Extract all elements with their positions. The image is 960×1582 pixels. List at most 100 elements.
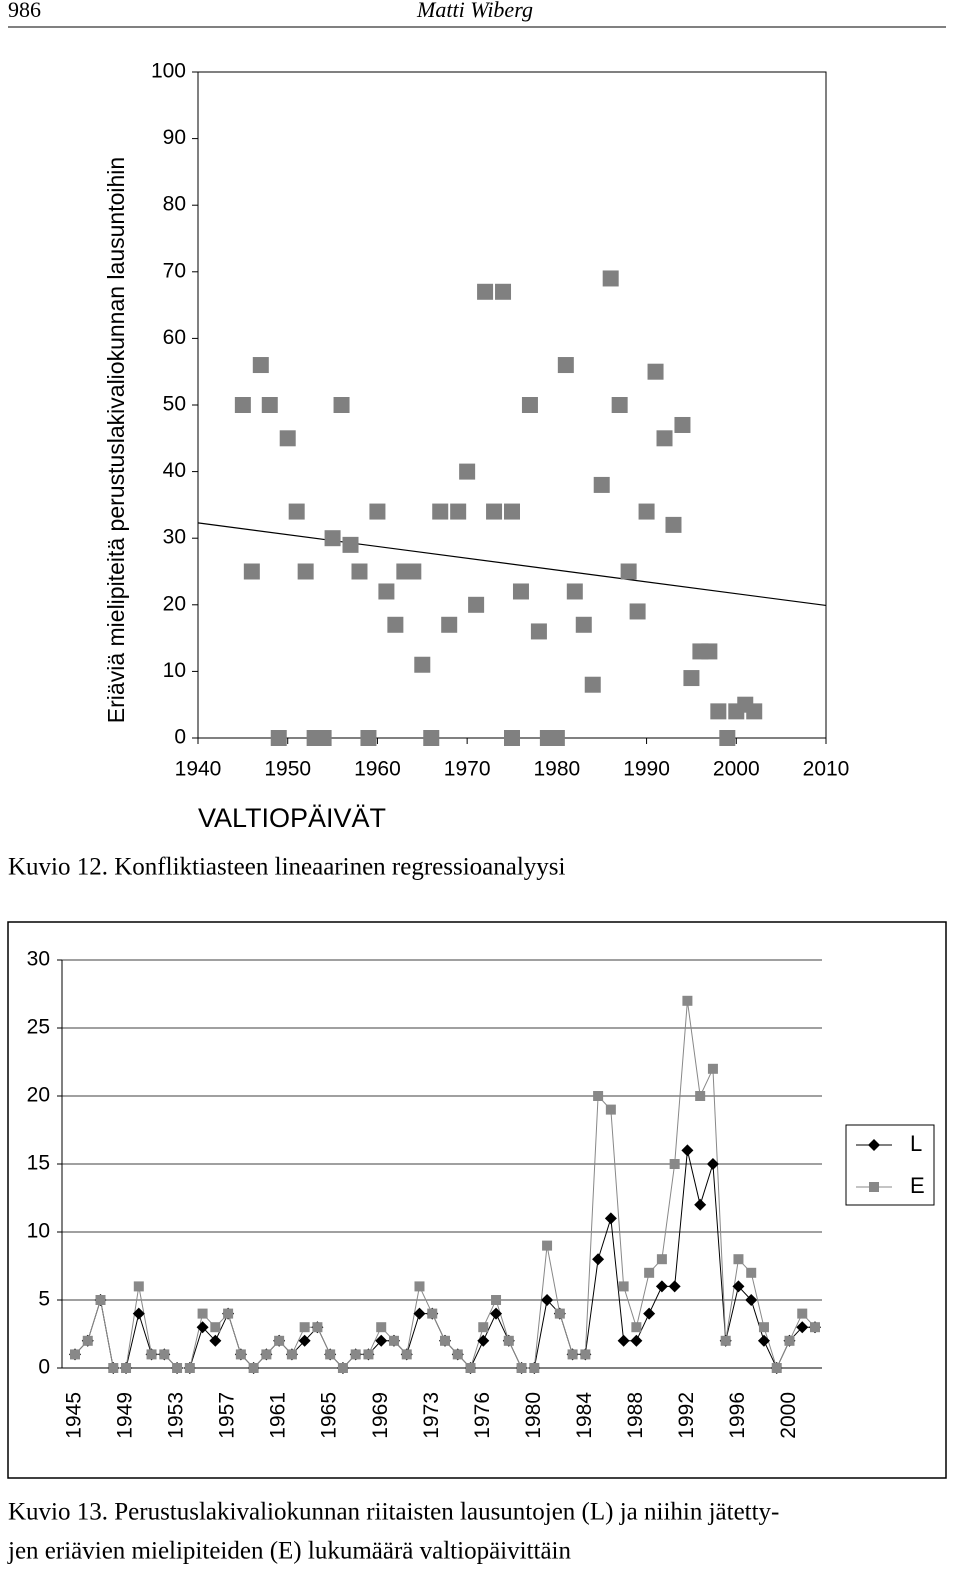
data-point [274,1335,285,1346]
data-point [363,1349,374,1360]
scatter-point [746,703,763,720]
chart-frame [7,921,947,1479]
scatter-point [378,583,395,600]
data-point [337,1363,348,1373]
scatter-point [504,503,520,520]
data-point [746,1267,757,1278]
data-point [325,1349,336,1360]
x-tick-label: 1996 [726,1392,749,1439]
data-point [617,1334,630,1347]
data-point [70,1349,80,1360]
data-point [784,1335,795,1346]
data-point [592,1253,605,1266]
scatter-point [324,530,341,547]
data-point [706,1158,719,1170]
scatter-point [710,703,727,720]
x-tick-label: 1950 [264,758,311,781]
x-tick-label: 1984 [573,1392,596,1439]
scatter-point [486,503,503,520]
legend-marker [868,1139,880,1151]
data-point [414,1281,425,1292]
scatter-point [620,563,637,580]
legend-box [845,1124,935,1206]
scatter-point [548,730,565,746]
data-point [758,1322,769,1333]
data-point [541,1294,554,1306]
data-point [490,1307,503,1320]
trend-line [197,522,827,607]
x-tick-label: 2010 [803,758,850,781]
scatter-point [351,563,368,580]
data-point [605,1104,616,1115]
scatter-point [683,670,700,687]
x-axis-label: VALTIOPÄIVÄT [198,803,386,833]
data-point [184,1363,195,1373]
data-point [452,1349,463,1360]
data-point [694,1198,707,1211]
data-point [797,1308,808,1319]
data-point [427,1308,438,1319]
data-point [223,1308,234,1319]
data-point [630,1334,643,1347]
scatter-point [719,730,736,746]
data-point [298,1334,311,1347]
scatter-point [495,283,512,300]
data-point [299,1322,310,1333]
x-tick-label: 1988 [624,1392,647,1439]
data-point [655,1280,668,1293]
page-number: 986 [8,0,41,22]
data-point [413,1307,426,1320]
x-tick-label: 1992 [675,1392,698,1439]
data-point [235,1349,246,1360]
data-point [733,1254,744,1265]
scatter-point [234,397,251,413]
data-point [388,1335,399,1346]
y-axis-label: Eriäviä mielipiteitä perustuslakivalioku… [103,157,129,723]
scatter-point [629,603,646,620]
scatter-point [405,563,422,580]
scatter-point [261,397,278,413]
y-tick-label: 15 [27,1152,50,1175]
data-point [375,1334,388,1347]
y-tick-label: 50 [163,393,186,416]
data-point [529,1363,540,1373]
scatter-point [360,730,377,746]
scatter-point [521,397,538,413]
scatter-point [468,596,485,613]
data-point [656,1254,667,1265]
data-point [580,1349,591,1360]
y-tick-label: 70 [163,259,186,282]
data-point [196,1321,209,1334]
data-point [695,1091,706,1101]
data-point [516,1363,527,1373]
scatter-point [252,357,269,374]
x-tick-label: 1961 [267,1392,290,1439]
scatter-point [575,616,592,633]
scatter-point [387,616,404,633]
y-tick-label: 5 [38,1288,50,1311]
scatter-point [459,463,476,480]
caption: Kuvio 13. Perustuslakivaliokunnan riitai… [8,1499,779,1526]
data-point [376,1322,387,1333]
y-tick-label: 10 [163,659,186,682]
data-point [643,1307,656,1320]
data-point [312,1322,323,1333]
x-tick-label: 1973 [420,1392,443,1439]
data-point [210,1322,221,1333]
scatter-point [530,623,547,640]
data-point [631,1322,642,1333]
caption: jen eriävien mielipiteiden (E) lukumäärä… [7,1538,571,1565]
data-point [491,1295,502,1305]
data-point [108,1363,119,1373]
data-point [350,1349,361,1360]
data-point [146,1349,157,1360]
scatter-point [701,643,718,660]
caption: Kuvio 12. Konfliktiasteen lineaarinen re… [8,854,566,881]
scatter-point [243,563,260,580]
data-point [542,1240,553,1251]
scatter-point [665,516,682,533]
x-tick-label: 1970 [444,758,491,781]
scatter-point [674,416,691,433]
legend-label: E [910,1173,925,1198]
legend-label: L [910,1131,922,1156]
